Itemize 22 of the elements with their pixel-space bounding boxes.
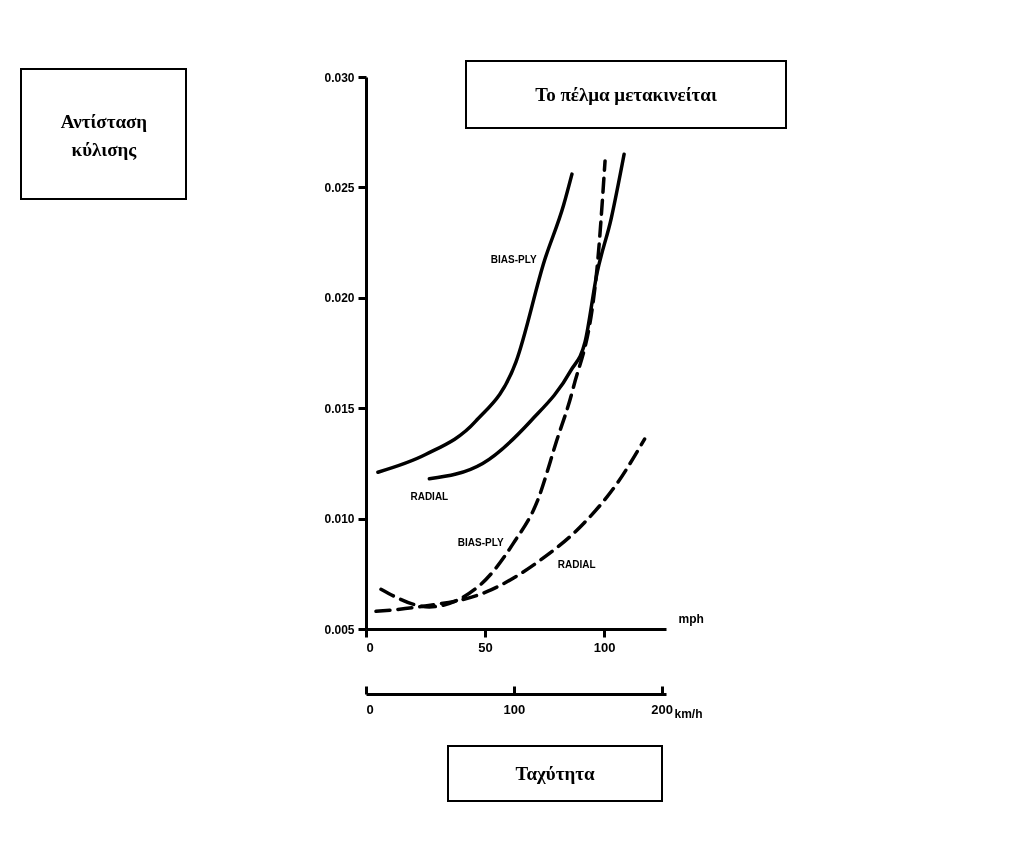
y-tick-label: 0.010 [324,512,355,527]
x2-tick-label: 200 [651,701,673,717]
x2-tick-label: 0 [366,701,374,717]
text: Ταχύτητα [515,763,595,784]
line-series [376,172,574,474]
x-tick-label: 50 [478,639,493,655]
x-tick-label: 0 [366,639,374,655]
annotation: BIAS-PLY [490,254,537,266]
annotation: RADIAL [410,490,449,502]
y-tick-label: 0.015 [324,401,355,416]
x2-axis-title: km/h [674,706,703,721]
x2-tick-label: 100 [503,701,526,717]
x-tick-label: 100 [593,639,616,655]
y-tick-label: 0.005 [324,622,355,637]
y-tick-label: 0.025 [324,180,355,195]
y-tick-label: 0.030 [324,70,355,85]
annotation: RADIAL [557,558,596,570]
text: Αντίσταση κύλισης [60,111,148,160]
x-axis-title: mph [678,611,704,626]
y-tick-label: 0.020 [324,291,355,306]
annotation: Το πέλμα μετακινείται [535,84,717,105]
annotation: BIAS-PLY [457,536,504,548]
